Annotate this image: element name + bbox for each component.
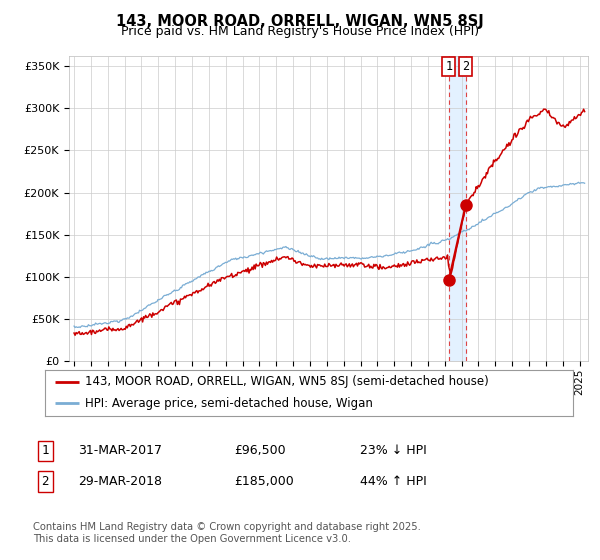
Text: 2: 2 bbox=[462, 59, 469, 73]
Text: 1: 1 bbox=[445, 59, 452, 73]
Text: 31-MAR-2017: 31-MAR-2017 bbox=[78, 444, 162, 458]
Text: 29-MAR-2018: 29-MAR-2018 bbox=[78, 475, 162, 488]
Text: 23% ↓ HPI: 23% ↓ HPI bbox=[360, 444, 427, 458]
Text: 1: 1 bbox=[41, 444, 49, 458]
Text: £96,500: £96,500 bbox=[234, 444, 286, 458]
Bar bbox=[449, 56, 466, 361]
Text: 2: 2 bbox=[41, 475, 49, 488]
Text: HPI: Average price, semi-detached house, Wigan: HPI: Average price, semi-detached house,… bbox=[85, 396, 373, 409]
Text: 44% ↑ HPI: 44% ↑ HPI bbox=[360, 475, 427, 488]
Text: 143, MOOR ROAD, ORRELL, WIGAN, WN5 8SJ: 143, MOOR ROAD, ORRELL, WIGAN, WN5 8SJ bbox=[116, 14, 484, 29]
Text: 143, MOOR ROAD, ORRELL, WIGAN, WN5 8SJ (semi-detached house): 143, MOOR ROAD, ORRELL, WIGAN, WN5 8SJ (… bbox=[85, 376, 488, 389]
Text: Contains HM Land Registry data © Crown copyright and database right 2025.
This d: Contains HM Land Registry data © Crown c… bbox=[33, 522, 421, 544]
Text: £185,000: £185,000 bbox=[234, 475, 294, 488]
Text: Price paid vs. HM Land Registry's House Price Index (HPI): Price paid vs. HM Land Registry's House … bbox=[121, 25, 479, 38]
